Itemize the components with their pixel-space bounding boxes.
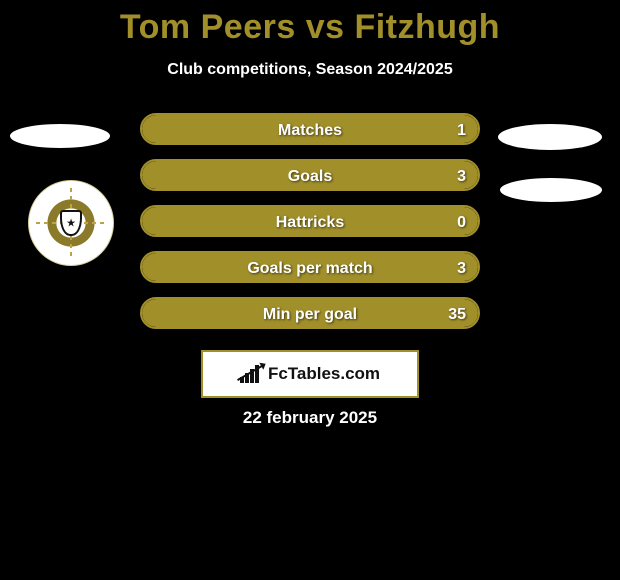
snapshot-date: 22 february 2025 bbox=[0, 408, 620, 428]
fctables-logo[interactable]: FcTables.com bbox=[201, 350, 419, 398]
subtitle: Club competitions, Season 2024/2025 bbox=[0, 61, 620, 79]
stat-bar: Goals3 bbox=[140, 159, 480, 191]
chart-up-icon bbox=[240, 365, 262, 383]
stat-bar: Matches1 bbox=[140, 113, 480, 145]
stat-label: Goals per match bbox=[142, 253, 478, 281]
stat-value: 3 bbox=[457, 161, 466, 191]
stat-label: Matches bbox=[142, 115, 478, 143]
stat-value: 0 bbox=[457, 207, 466, 237]
stat-label: Goals bbox=[142, 161, 478, 189]
stat-label: Hattricks bbox=[142, 207, 478, 235]
page-title: Tom Peers vs Fitzhugh bbox=[0, 0, 620, 47]
stat-label: Min per goal bbox=[142, 299, 478, 327]
stat-row: Goals3 bbox=[0, 159, 620, 193]
stats-card: Tom Peers vs Fitzhugh Club competitions,… bbox=[0, 0, 620, 580]
logo-text: FcTables.com bbox=[268, 364, 380, 384]
stat-value: 35 bbox=[448, 299, 466, 329]
stat-bars: Matches1Goals3Hattricks0Goals per match3… bbox=[0, 113, 620, 331]
stat-row: Goals per match3 bbox=[0, 251, 620, 285]
stat-value: 1 bbox=[457, 115, 466, 145]
stat-bar: Hattricks0 bbox=[140, 205, 480, 237]
stat-row: Hattricks0 bbox=[0, 205, 620, 239]
stat-bar: Goals per match3 bbox=[140, 251, 480, 283]
stat-bar: Min per goal35 bbox=[140, 297, 480, 329]
stat-row: Min per goal35 bbox=[0, 297, 620, 331]
stat-row: Matches1 bbox=[0, 113, 620, 147]
stat-value: 3 bbox=[457, 253, 466, 283]
